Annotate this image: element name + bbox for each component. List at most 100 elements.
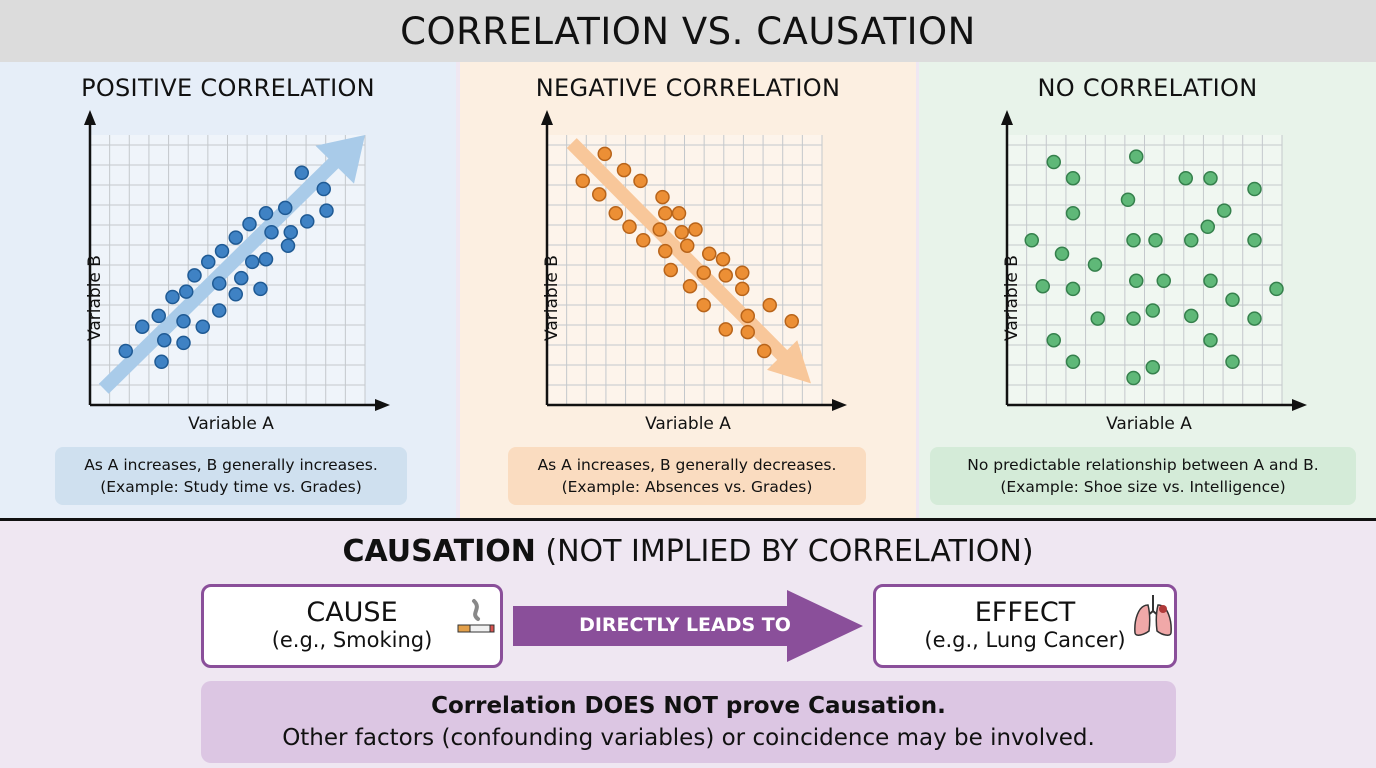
data-point [718,322,733,337]
data-point [597,146,612,162]
data-point [135,319,150,334]
x-axis-arrow-icon [832,399,847,411]
data-point [1065,281,1081,297]
data-point [616,162,632,178]
heading-bold: CAUSATION [342,534,536,569]
data-point [1024,233,1039,248]
data-point [680,238,695,253]
data-point [1184,308,1199,324]
cigarette-icon [457,599,495,633]
data-point [757,343,772,359]
caption-box: No predictable relationship between A an… [930,447,1356,505]
data-point [294,165,309,181]
data-point [242,216,257,232]
data-point [663,262,678,278]
caption-line: As A increases, B generally increases. [84,456,378,474]
data-point [1217,203,1232,218]
warning-note: Correlation DOES NOT prove Causation. Ot… [201,681,1176,763]
data-point [228,230,243,245]
data-point [658,206,673,221]
data-point [1126,233,1141,248]
data-point [1247,181,1262,197]
heading-rest: (NOT IMPLIED BY CORRELATION) [535,534,1034,569]
no-correlation-scatter-chart [1001,110,1307,411]
data-point [151,308,166,324]
data-point [592,187,607,202]
data-point [195,319,210,334]
data-point [1247,311,1262,326]
data-point [258,251,274,267]
trend-arrow-head [767,340,811,384]
data-point [176,314,191,329]
directly-leads-to-arrow [513,590,863,662]
data-point [201,254,216,270]
data-point [1054,246,1070,262]
y-axis-arrow-icon [84,110,96,125]
y-axis-label: Variable B [1002,255,1022,341]
data-point [157,332,172,348]
caption-line: As A increases, B generally decreases. [537,456,837,474]
data-point [633,173,648,189]
data-point [1225,292,1240,307]
data-point [212,276,227,291]
data-point [165,289,180,305]
data-point [1203,170,1218,186]
data-point [1090,311,1105,326]
x-axis-label: Variable A [645,414,731,434]
caption-box: As A increases, B generally decreases. (… [508,447,866,505]
page-title: CORRELATION VS. CAUSATION [0,0,1376,62]
data-point [718,268,733,283]
data-point [740,324,755,340]
data-point [702,246,717,262]
x-axis-label: Variable A [188,414,274,434]
data-point [696,265,711,280]
data-point [1269,281,1284,297]
panel-title: NO CORRELATION [1037,74,1258,102]
data-point [1225,354,1240,370]
lungs-icon [1134,595,1172,636]
data-point [575,173,590,189]
effect-box: EFFECT (e.g., Lung Cancer) [873,584,1177,668]
trend-arrow-shaft [566,138,794,367]
data-point [154,354,169,370]
data-point [1065,354,1081,370]
data-point [283,224,298,240]
data-point [179,284,194,299]
caption-example: (Example: Shoe size vs. Intelligence) [1000,478,1286,496]
x-axis-label: Variable A [1106,414,1192,434]
data-point [655,189,670,205]
caption-line: No predictable relationship between A an… [967,456,1319,474]
data-point [1126,370,1141,386]
data-point [234,270,249,286]
data-point [1203,332,1218,348]
data-point [1145,359,1160,375]
arrow-label: DIRECTLY LEADS TO [579,614,791,636]
negative-correlation-panel: NEGATIVE CORRELATION Variable A Variable… [460,62,916,518]
data-point [1046,332,1061,348]
data-point [636,233,651,248]
panel-title: NEGATIVE CORRELATION [535,74,841,102]
x-axis-arrow-icon [1292,399,1307,411]
data-point [671,206,687,221]
data-point [1145,303,1160,318]
data-point [253,281,268,297]
data-point [1120,192,1136,208]
data-point [316,181,331,197]
data-point [652,222,667,237]
effect-example: (e.g., Lung Cancer) [924,628,1126,652]
data-point [1178,170,1193,186]
causation-heading: CAUSATION (NOT IMPLIED BY CORRELATION) [0,534,1376,569]
data-point [1087,257,1103,272]
no-correlation-panel: NO CORRELATION Variable A Variable B No … [919,62,1376,518]
data-point [1247,233,1262,248]
data-point [1129,149,1144,164]
data-point [1046,154,1061,170]
positive-scatter-chart [84,110,390,411]
data-point [1156,273,1171,289]
data-point [258,206,274,221]
data-point [688,222,703,237]
trend-arrow-head [315,135,365,184]
cause-title: CAUSE [306,597,398,628]
data-point [264,224,279,240]
positive-correlation-panel: POSITIVE CORRELATION Variable A Variable… [0,62,456,518]
